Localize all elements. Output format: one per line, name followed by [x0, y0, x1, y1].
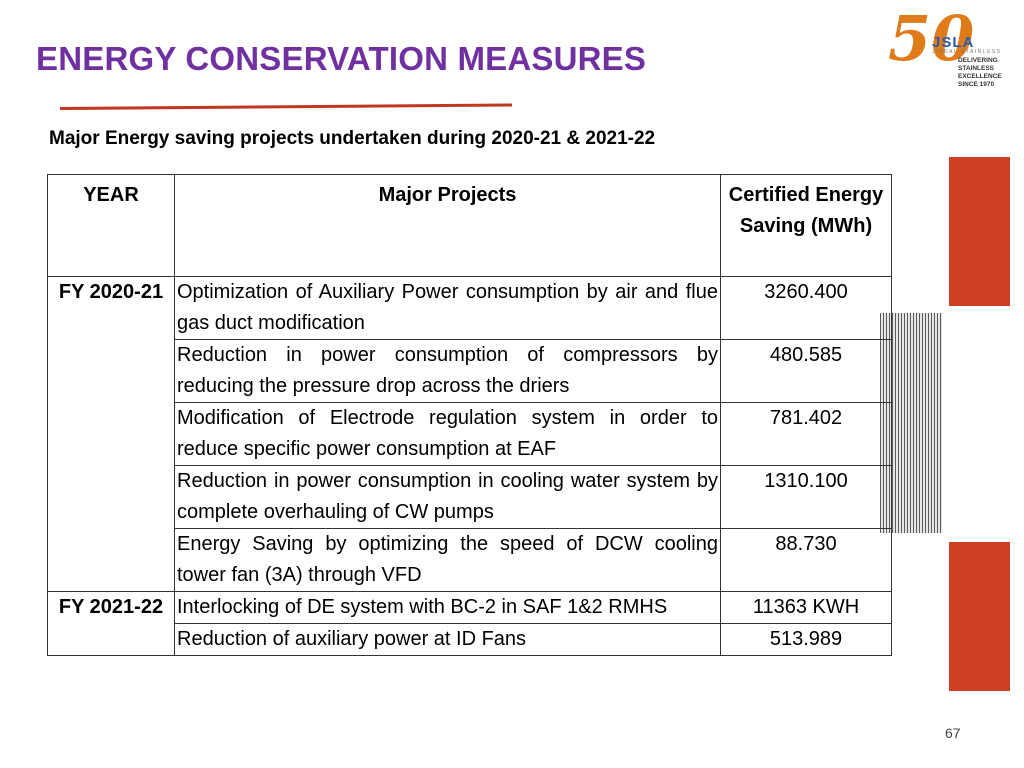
- table-row: Modification of Electrode regulation sys…: [48, 402, 892, 466]
- project-cell: Modification of Electrode regulation sys…: [174, 402, 721, 466]
- saving-cell: 11363 KWH: [720, 591, 892, 624]
- header-year: YEAR: [47, 174, 175, 277]
- logo-brand-sub: JINDAL STAINLESS: [932, 49, 1002, 55]
- table-row: Reduction in power consumption of compre…: [48, 339, 892, 403]
- logo-tagline-line: DELIVERING: [958, 57, 998, 64]
- company-logo: 50 JSLA JINDAL STAINLESS DELIVERING STAI…: [888, 8, 1008, 89]
- decorative-red-block-bottom: [949, 542, 1010, 691]
- title-underline: [59, 103, 512, 110]
- saving-cell: 480.585: [720, 339, 892, 403]
- year-cell: FY 2020-21: [47, 276, 175, 592]
- saving-cell: 781.402: [720, 402, 892, 466]
- logo-tagline-line: STAINLESS EXCELLENCE: [958, 65, 1002, 80]
- logo-brand: JSLA: [932, 34, 975, 51]
- logo-anniversary-number: 50: [888, 2, 975, 75]
- project-cell: Reduction in power consumption of compre…: [174, 339, 721, 403]
- saving-cell: 1310.100: [720, 465, 892, 529]
- project-cell: Optimization of Auxiliary Power consumpt…: [174, 276, 721, 340]
- header-saving: Certified Energy Saving (MWh): [720, 174, 892, 277]
- table-row: FY 2020-21 Optimization of Auxiliary Pow…: [47, 276, 892, 592]
- logo-tagline: DELIVERING STAINLESS EXCELLENCE SINCE 19…: [958, 57, 1018, 89]
- saving-cell: 513.989: [720, 623, 892, 656]
- page-number: 67: [945, 725, 961, 741]
- table-caption: Major Energy saving projects undertaken …: [49, 128, 656, 149]
- header-projects: Major Projects: [174, 174, 721, 277]
- table-row: FY 2021-22 Interlocking of DE system wit…: [47, 591, 892, 656]
- table-row: Reduction in power consumption in coolin…: [48, 465, 892, 529]
- table-header-row: YEAR Major Projects Certified Energy Sav…: [47, 174, 892, 277]
- saving-cell: 3260.400: [720, 276, 892, 340]
- year-cell: FY 2021-22: [47, 591, 175, 656]
- decorative-red-block-top: [949, 157, 1010, 306]
- page-title: ENERGY CONSERVATION MEASURES: [36, 40, 647, 77]
- table-row: Reduction of auxiliary power at ID Fans …: [48, 623, 892, 656]
- energy-projects-table: YEAR Major Projects Certified Energy Sav…: [47, 174, 892, 656]
- project-cell: Reduction in power consumption in coolin…: [174, 465, 721, 529]
- project-cell: Reduction of auxiliary power at ID Fans: [174, 623, 721, 656]
- project-cell: Energy Saving by optimizing the speed of…: [174, 528, 721, 592]
- project-cell: Interlocking of DE system with BC-2 in S…: [174, 591, 721, 624]
- table-row: Energy Saving by optimizing the speed of…: [48, 528, 892, 592]
- saving-cell: 88.730: [720, 528, 892, 592]
- logo-tagline-line: SINCE 1970: [958, 81, 995, 88]
